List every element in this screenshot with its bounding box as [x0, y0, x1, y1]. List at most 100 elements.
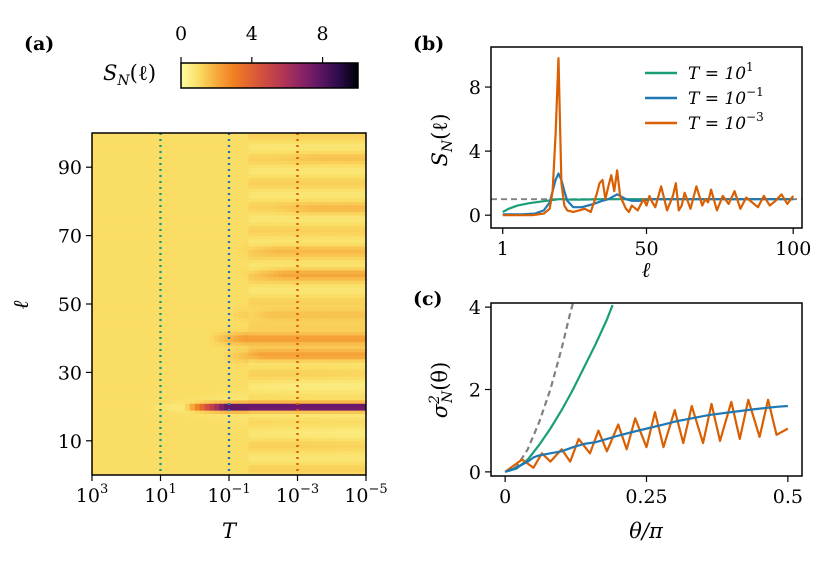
heatmap-cell	[253, 399, 259, 404]
heatmap-cell	[287, 386, 294, 391]
heatmap-cell	[214, 413, 220, 418]
heatmap-cell	[243, 399, 250, 404]
heatmap-cell	[317, 372, 323, 377]
heatmap-cell	[326, 290, 333, 295]
heatmap-cell	[268, 410, 274, 415]
heatmap-cell	[101, 392, 108, 397]
heatmap-cell	[116, 444, 122, 449]
heatmap-cell	[238, 197, 245, 202]
heatmap-cell	[209, 163, 215, 168]
heatmap-cell	[209, 427, 215, 432]
heatmap-cell	[180, 221, 186, 226]
heatmap-cell	[258, 215, 264, 220]
heatmap-cell	[145, 334, 152, 339]
heatmap-cell	[321, 273, 328, 278]
heatmap-cell	[180, 225, 186, 230]
heatmap-cell	[194, 413, 201, 418]
heatmap-cell	[273, 334, 279, 339]
heatmap-cell	[292, 410, 299, 415]
heatmap-cell	[140, 174, 147, 179]
heatmap-cell	[302, 372, 308, 377]
heatmap-cell	[248, 259, 255, 264]
heatmap-cell	[312, 365, 318, 370]
heatmap-cell	[116, 451, 122, 456]
heatmap-cell	[160, 341, 166, 346]
heatmap-cell	[331, 283, 338, 288]
heatmap-cell	[268, 447, 274, 452]
heatmap-cell	[263, 139, 269, 144]
heatmap-cell	[238, 215, 245, 220]
heatmap-cell	[92, 218, 98, 223]
heatmap-cell	[321, 215, 328, 220]
heatmap-cell	[292, 358, 299, 363]
heatmap-cell	[268, 259, 274, 264]
heatmap-cell	[321, 314, 328, 319]
heatmap-cell	[140, 146, 147, 151]
heatmap-cell	[277, 139, 284, 144]
heatmap-cell	[106, 444, 113, 449]
heatmap-cell	[277, 245, 284, 250]
heatmap-cell	[277, 297, 284, 302]
heatmap-cell	[253, 170, 259, 175]
heatmap-cell	[189, 389, 196, 394]
heatmap-cell	[253, 440, 259, 445]
heatmap-cell	[219, 362, 225, 367]
heatmap-cell	[140, 437, 147, 442]
heatmap-cell	[150, 447, 157, 452]
heatmap-cell	[170, 410, 176, 415]
heatmap-cell	[184, 197, 191, 202]
heatmap-cell	[312, 464, 318, 469]
heatmap-cell	[131, 249, 137, 254]
heatmap-cell	[307, 334, 313, 339]
heatmap-cell	[273, 351, 279, 356]
heatmap-cell	[184, 150, 191, 155]
heatmap-cell	[331, 410, 338, 415]
heatmap-cell	[229, 310, 235, 315]
heatmap-cell	[194, 304, 201, 309]
heatmap-cell	[204, 150, 211, 155]
heatmap-cell	[180, 136, 186, 141]
heatmap-cell	[297, 331, 303, 336]
heatmap-cell	[140, 269, 147, 274]
heatmap-cell	[165, 266, 171, 271]
heatmap-cell	[184, 170, 191, 175]
heatmap-cell	[258, 228, 264, 233]
heatmap-cell	[253, 314, 259, 319]
heatmap-cell	[145, 211, 152, 216]
heatmap-cell	[155, 399, 162, 404]
heatmap-cell	[219, 372, 225, 377]
heatmap-cell	[277, 269, 284, 274]
heatmap-cell	[277, 413, 284, 418]
heatmap-cell	[238, 345, 245, 350]
heatmap-cell	[277, 457, 284, 462]
heatmap-cell	[96, 310, 103, 315]
heatmap-cell	[106, 304, 113, 309]
heatmap-cell	[136, 368, 142, 373]
heatmap-cell	[106, 437, 113, 442]
heatmap-cell	[229, 297, 235, 302]
heatmap-cell	[292, 239, 299, 244]
heatmap-cell	[321, 379, 328, 384]
heatmap-cell	[331, 379, 338, 384]
heatmap-cell	[209, 327, 215, 332]
heatmap-cell	[155, 228, 162, 233]
heatmap-cell	[307, 283, 313, 288]
heatmap-cell	[155, 252, 162, 257]
heatmap-cell	[287, 304, 294, 309]
heatmap-cell	[150, 208, 157, 213]
heatmap-cell	[136, 256, 142, 261]
heatmap-cell	[248, 235, 255, 240]
heatmap-cell	[145, 191, 152, 196]
heatmap-cell	[101, 433, 108, 438]
heatmap-cell	[312, 300, 318, 305]
heatmap-cell	[160, 338, 166, 343]
heatmap-cell	[184, 327, 191, 332]
heatmap-cell	[219, 242, 225, 247]
heatmap-cell	[101, 413, 108, 418]
heatmap-cell	[214, 348, 220, 353]
heatmap-cell	[307, 382, 313, 387]
heatmap-cell	[150, 146, 157, 151]
heatmap-cell	[224, 221, 230, 226]
heatmap-cell	[263, 338, 269, 343]
heatmap-cell	[121, 245, 127, 250]
